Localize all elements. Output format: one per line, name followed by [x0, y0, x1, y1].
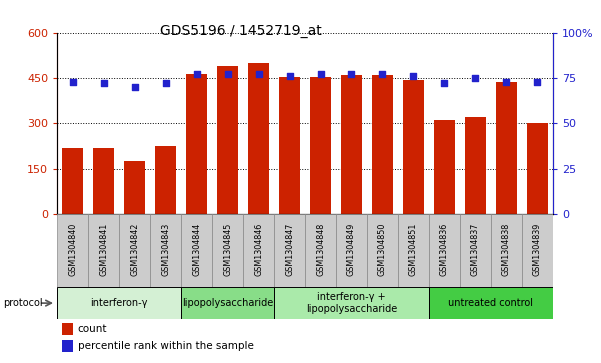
- Text: GSM1304838: GSM1304838: [502, 223, 511, 276]
- Point: [130, 84, 139, 90]
- Bar: [154, 146, 177, 214]
- Bar: [371, 75, 393, 214]
- Bar: [243, 214, 274, 287]
- Point: [502, 79, 511, 85]
- Bar: [491, 214, 522, 287]
- Point: [377, 72, 387, 77]
- Point: [347, 72, 356, 77]
- Bar: [522, 214, 553, 287]
- Bar: [119, 214, 150, 287]
- Bar: [57, 214, 88, 287]
- Bar: [150, 214, 181, 287]
- Text: GSM1304841: GSM1304841: [99, 223, 108, 276]
- Text: percentile rank within the sample: percentile rank within the sample: [78, 341, 254, 351]
- Point: [223, 72, 233, 77]
- Point: [409, 73, 418, 79]
- Bar: [403, 79, 424, 214]
- Text: GDS5196 / 1452719_at: GDS5196 / 1452719_at: [159, 24, 322, 38]
- Text: GSM1304850: GSM1304850: [378, 222, 387, 276]
- Bar: [305, 214, 336, 287]
- Bar: [62, 323, 73, 335]
- Bar: [212, 214, 243, 287]
- Bar: [460, 214, 491, 287]
- Text: GSM1304851: GSM1304851: [409, 222, 418, 276]
- Point: [160, 81, 170, 86]
- Bar: [310, 77, 331, 214]
- Bar: [367, 214, 398, 287]
- Point: [99, 81, 108, 86]
- Text: interferon-γ: interferon-γ: [90, 298, 148, 308]
- Text: GSM1304839: GSM1304839: [533, 222, 542, 276]
- Bar: [398, 214, 429, 287]
- Bar: [62, 148, 84, 214]
- Bar: [429, 287, 553, 319]
- Bar: [186, 73, 207, 214]
- Bar: [62, 340, 73, 352]
- Point: [192, 72, 201, 77]
- Text: GSM1304848: GSM1304848: [316, 223, 325, 276]
- Text: count: count: [78, 324, 108, 334]
- Point: [285, 73, 294, 79]
- Bar: [274, 287, 429, 319]
- Bar: [429, 214, 460, 287]
- Bar: [181, 214, 212, 287]
- Text: protocol: protocol: [3, 298, 43, 308]
- Bar: [248, 63, 269, 214]
- Text: lipopolysaccharide: lipopolysaccharide: [182, 298, 273, 308]
- Text: GSM1304837: GSM1304837: [471, 222, 480, 276]
- Text: GSM1304847: GSM1304847: [285, 222, 294, 276]
- Bar: [181, 287, 274, 319]
- Point: [254, 72, 263, 77]
- Bar: [279, 77, 300, 214]
- Text: interferon-γ +
lipopolysaccharide: interferon-γ + lipopolysaccharide: [306, 292, 397, 314]
- Bar: [274, 214, 305, 287]
- Bar: [526, 123, 548, 214]
- Text: GSM1304846: GSM1304846: [254, 223, 263, 276]
- Bar: [496, 82, 517, 214]
- Bar: [433, 121, 456, 214]
- Bar: [217, 66, 239, 214]
- Bar: [465, 117, 486, 214]
- Bar: [336, 214, 367, 287]
- Text: GSM1304844: GSM1304844: [192, 223, 201, 276]
- Point: [68, 79, 78, 85]
- Text: GSM1304843: GSM1304843: [161, 223, 170, 276]
- Text: GSM1304836: GSM1304836: [440, 223, 449, 276]
- Bar: [124, 161, 145, 214]
- Text: GSM1304842: GSM1304842: [130, 222, 139, 276]
- Point: [471, 75, 480, 81]
- Text: GSM1304845: GSM1304845: [223, 222, 232, 276]
- Point: [316, 72, 325, 77]
- Point: [440, 81, 450, 86]
- Bar: [341, 75, 362, 214]
- Text: untreated control: untreated control: [448, 298, 534, 308]
- Bar: [93, 148, 114, 214]
- Point: [532, 79, 542, 85]
- Text: GSM1304840: GSM1304840: [68, 223, 77, 276]
- Bar: [57, 287, 181, 319]
- Bar: [88, 214, 119, 287]
- Text: GSM1304849: GSM1304849: [347, 222, 356, 276]
